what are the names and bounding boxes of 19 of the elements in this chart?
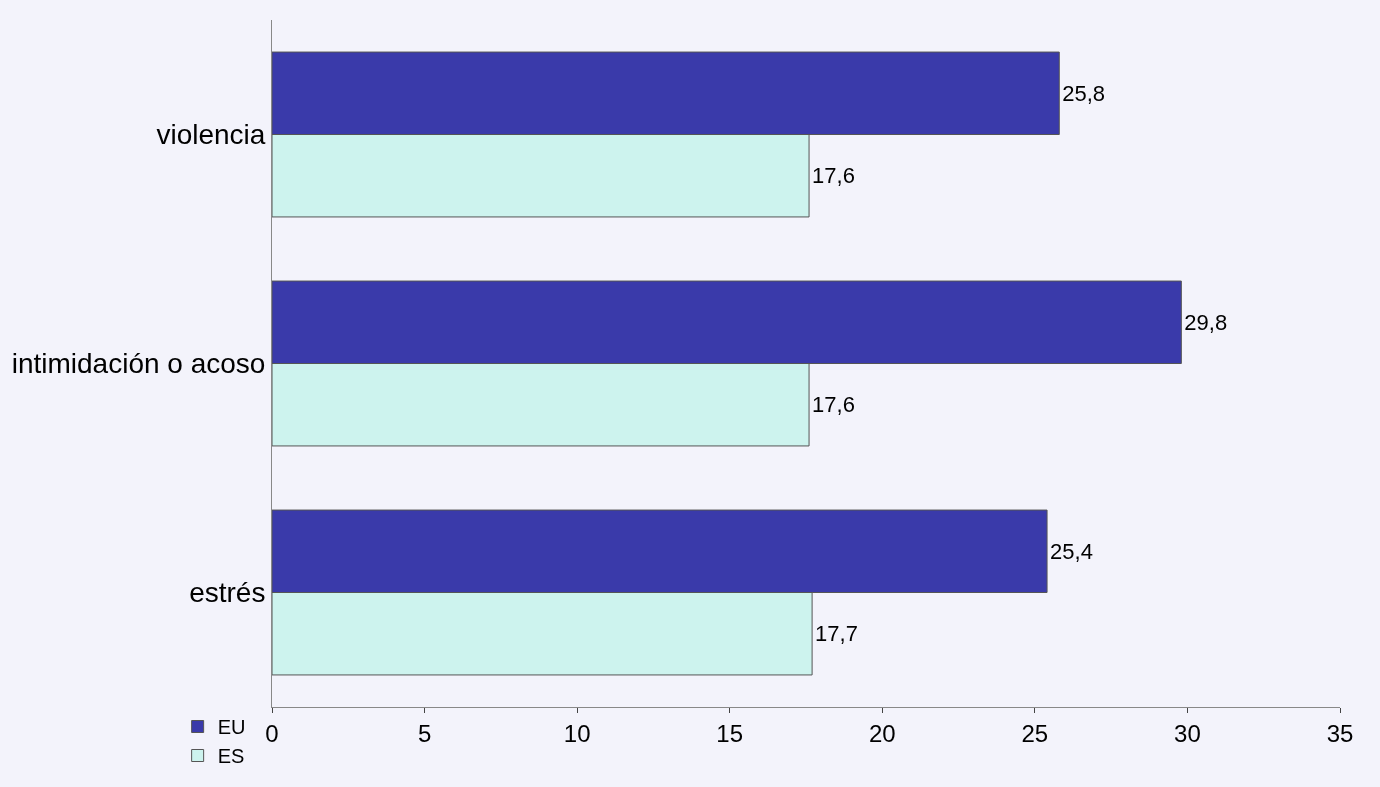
y-tick-label: intimidación o acoso xyxy=(11,348,266,380)
x-tick-label: 25 xyxy=(1021,719,1049,747)
legend-label: ES xyxy=(217,745,245,768)
x-tick-label: 5 xyxy=(417,719,432,747)
x-tick-label: 0 xyxy=(265,719,279,747)
x-tick-label: 35 xyxy=(1326,719,1354,747)
x-tick-label: 15 xyxy=(716,719,744,747)
x-tick-label: 10 xyxy=(563,719,591,747)
data-label: 25,8 xyxy=(1062,80,1106,106)
y-tick-label: violencia xyxy=(156,119,266,151)
data-label: 17,7 xyxy=(815,621,858,647)
x-tick-label: 30 xyxy=(1174,719,1201,747)
data-label: 17,6 xyxy=(812,163,855,189)
data-label: 17,6 xyxy=(812,392,855,418)
x-tick-label: 20 xyxy=(868,719,896,747)
data-label: 29,8 xyxy=(1184,309,1228,335)
data-label: 25,4 xyxy=(1050,538,1093,564)
y-tick-label: estrés xyxy=(189,577,266,609)
legend-label: EU xyxy=(217,716,246,739)
